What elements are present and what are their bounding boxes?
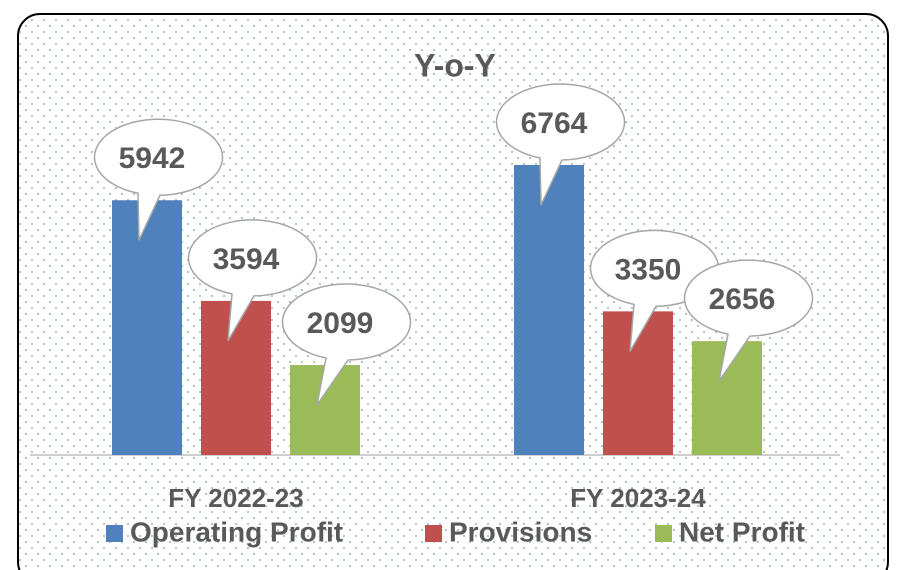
legend-swatch bbox=[106, 525, 123, 542]
legend-label: Operating Profit bbox=[130, 516, 343, 547]
callout bbox=[93, 118, 224, 241]
callout bbox=[187, 219, 318, 342]
callout bbox=[495, 83, 626, 206]
x-tick-label: FY 2022-23 bbox=[168, 483, 303, 513]
data-label: 2099 bbox=[307, 307, 374, 340]
callout bbox=[683, 259, 814, 382]
legend-label: Provisions bbox=[449, 516, 592, 547]
data-label: 2656 bbox=[709, 283, 776, 316]
callout bbox=[281, 283, 412, 406]
data-label: 3594 bbox=[213, 243, 280, 276]
data-label: 5942 bbox=[119, 142, 186, 175]
legend-swatch bbox=[425, 525, 442, 542]
bar bbox=[514, 165, 584, 455]
data-label: 3350 bbox=[615, 253, 682, 286]
x-tick-label: FY 2023-24 bbox=[570, 483, 706, 513]
bar bbox=[112, 200, 182, 455]
legend-label: Net Profit bbox=[679, 516, 805, 547]
data-label: 6764 bbox=[521, 107, 588, 140]
legend-swatch bbox=[655, 525, 672, 542]
chart-title: Y-o-Y bbox=[414, 47, 496, 83]
